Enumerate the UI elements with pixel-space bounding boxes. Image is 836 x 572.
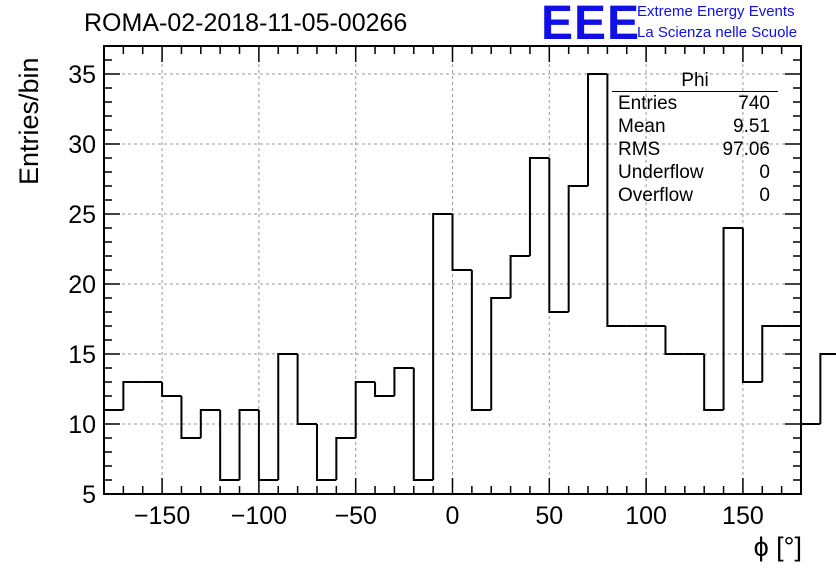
x-tick-label: 50 [535,502,563,530]
stats-row-mean: Mean 9.51 [610,115,778,138]
stats-value: 97.06 [722,139,770,160]
histogram-bin [606,74,627,327]
plot-title: ROMA-02-2018-11-05-00266 [84,9,408,37]
stats-value: 9.51 [733,116,770,137]
x-tick-label: −100 [231,502,287,530]
stats-label: Mean [618,116,666,137]
x-tick-label: −50 [334,502,376,530]
histogram-bin [761,325,782,382]
axes [103,45,802,495]
stats-row-rms: RMS 97.06 [610,138,778,161]
histogram-bin [161,382,182,397]
histogram-bin [490,297,511,410]
stats-value: 0 [759,185,770,206]
stats-label: Overflow [618,185,693,206]
y-tick-label: 25 [68,201,96,229]
histogram-bin [412,368,434,481]
y-tick-label: 15 [68,341,96,369]
y-tick-label: 5 [82,481,96,509]
histogram-bin [432,213,453,480]
histogram-bin [238,409,259,480]
histogram-bin [277,353,298,480]
histogram-bin [122,381,143,410]
histogram-bin [296,354,317,425]
logo-line-1: Extreme Energy Events [637,3,795,20]
stats-label: Underflow [618,162,704,183]
histogram-bin [199,409,221,438]
x-tick-label: −150 [134,502,190,530]
x-tick-label: 0 [446,502,460,530]
y-axis-label: Entries/bin [14,57,44,185]
histogram-bin [393,367,414,396]
histogram-bin [470,270,492,411]
histogram-bin [703,354,724,411]
histogram-bin [664,326,685,355]
histogram-bin [219,410,240,481]
histogram-bin [528,157,550,256]
y-tick-label: 20 [68,271,96,299]
stats-value: 0 [759,162,770,183]
histogram-bin [335,437,356,480]
histogram-bin [587,73,608,186]
histogram-bin [354,381,376,438]
histogram-bin [819,353,836,424]
stats-label: Entries [618,93,678,114]
histogram-bin [315,424,337,481]
y-tick-label: 10 [68,411,96,439]
stats-title: Phi [612,70,778,92]
histogram-bin [509,255,530,298]
stats-row-underflow: Underflow 0 [610,161,778,184]
histogram-bin [722,227,743,410]
y-tick-label: 30 [68,131,96,159]
histogram-bin [741,228,763,383]
histogram-bin [548,158,569,313]
logo-line-2: La Scienza nelle Scuole [637,24,798,41]
stats-label: RMS [618,139,661,160]
y-tick-label: 35 [68,61,96,89]
x-tick-label: 150 [722,502,764,530]
histogram-bin [180,396,201,439]
stats-row-overflow: Overflow 0 [610,184,778,207]
histogram-bin [451,214,472,271]
x-tick-label: 100 [625,502,667,530]
stats-row-entries: Entries 740 [610,92,778,115]
histogram-bin [567,185,589,312]
stats-value: 740 [738,93,770,114]
histogram-bin [257,410,279,481]
histogram-bin [800,326,821,425]
histogram-bin [374,382,395,397]
eee-logo: EEE [541,0,641,50]
stats-box: Phi Entries 740 Mean 9.51 RMS 97.06 Unde… [610,70,778,207]
x-axis-label: ϕ [°] [753,532,802,562]
tick-labels: −150 −100 −50 0 50 100 150 5 10 15 20 25 30 35 [68,61,764,530]
